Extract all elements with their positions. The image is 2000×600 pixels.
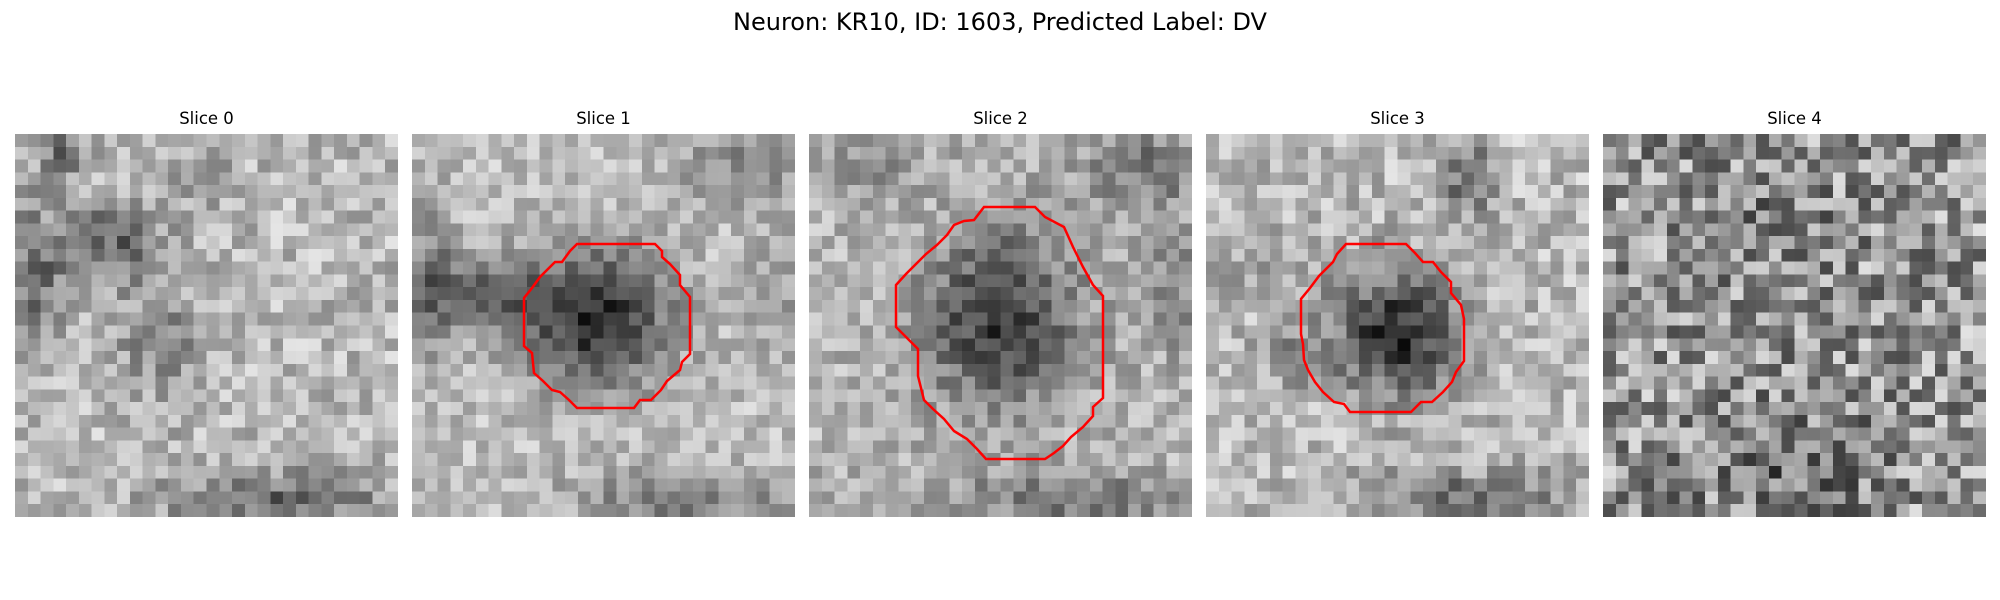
slice-title: Slice 1 — [576, 109, 631, 128]
figure-title: Neuron: KR10, ID: 1603, Predicted Label:… — [733, 8, 1267, 36]
slice-image — [1603, 134, 1986, 517]
slice-panel-0: Slice 0 — [15, 109, 398, 517]
slice-panel-2: Slice 2 — [809, 109, 1192, 517]
slice-image — [15, 134, 398, 517]
slice-title: Slice 0 — [179, 109, 234, 128]
slice-title: Slice 4 — [1767, 109, 1822, 128]
slice-image — [809, 134, 1192, 517]
roi-contour — [522, 242, 692, 410]
slice-image — [1206, 134, 1589, 517]
slice-title: Slice 2 — [973, 109, 1028, 128]
slice-panel-4: Slice 4 — [1603, 109, 1986, 517]
slice-title: Slice 3 — [1370, 109, 1425, 128]
slice-panel-1: Slice 1 — [412, 109, 795, 517]
slice-panel-3: Slice 3 — [1206, 109, 1589, 517]
roi-contour — [1299, 242, 1466, 414]
slice-image — [412, 134, 795, 517]
roi-contour — [894, 205, 1105, 461]
